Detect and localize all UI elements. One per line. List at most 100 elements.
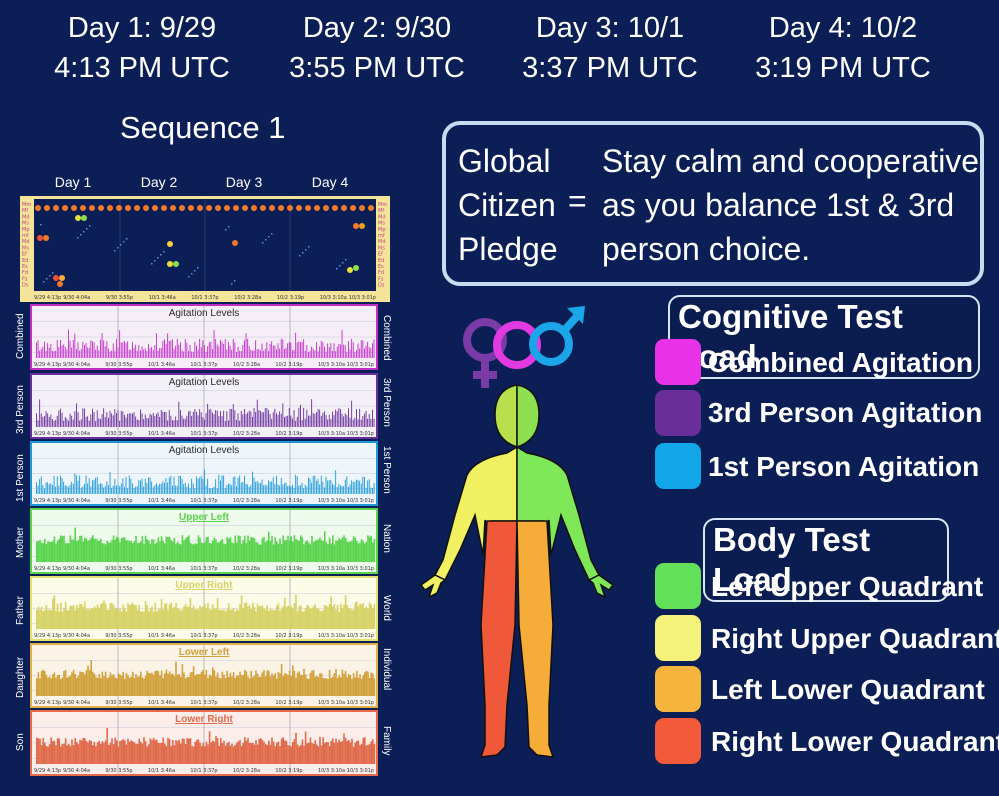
panel-bar bbox=[236, 542, 238, 562]
panel-bar bbox=[143, 543, 145, 562]
panel-bar bbox=[212, 487, 213, 494]
panel-bar bbox=[226, 411, 228, 427]
panel-bar bbox=[277, 672, 280, 696]
panel-bar bbox=[210, 409, 212, 427]
panel-bar bbox=[248, 742, 251, 764]
panel-bar bbox=[335, 738, 337, 764]
panel-bar bbox=[128, 475, 130, 494]
panel-bar bbox=[295, 420, 297, 427]
panel-bar bbox=[338, 408, 340, 427]
panel-bar bbox=[156, 670, 158, 696]
panel-bar bbox=[220, 339, 221, 358]
panel-bar bbox=[208, 731, 211, 764]
panel-bar bbox=[74, 610, 76, 629]
panel-tick-label: 9/30 3:55p bbox=[105, 633, 132, 639]
panel-right-label: Individual bbox=[381, 647, 392, 690]
panel-bar bbox=[88, 539, 91, 562]
top-chart-tick-label: 10/1 3:37p bbox=[191, 295, 218, 301]
panel-bar bbox=[312, 348, 314, 358]
panel-bar bbox=[138, 542, 140, 562]
panel-bar bbox=[143, 349, 145, 358]
panel-bar bbox=[48, 347, 50, 358]
panel-bar bbox=[69, 675, 72, 696]
panel-bar bbox=[228, 341, 229, 358]
panel-bar bbox=[82, 408, 84, 427]
panel-bar bbox=[172, 420, 173, 427]
panel-bar bbox=[295, 539, 297, 562]
panel-bar bbox=[239, 475, 241, 494]
panel-bar bbox=[133, 541, 136, 562]
panel-bar bbox=[348, 486, 349, 494]
panel-bar bbox=[178, 344, 180, 358]
panel-bar bbox=[202, 340, 204, 358]
panel-bar bbox=[349, 675, 352, 696]
panel-bar bbox=[101, 414, 103, 427]
panel-bar bbox=[226, 484, 228, 494]
panel-bar bbox=[325, 542, 328, 562]
panel-bar bbox=[263, 670, 265, 696]
panel-bar bbox=[322, 342, 324, 358]
panel-bar bbox=[197, 415, 199, 427]
panel-bar bbox=[287, 415, 289, 427]
panel-bar bbox=[55, 677, 57, 696]
panel-bar bbox=[317, 539, 320, 562]
panel-bar bbox=[111, 487, 113, 494]
panel-bar bbox=[196, 740, 198, 764]
panel-bar bbox=[170, 415, 172, 427]
third-person-agitation-label: 3rd Person Agitation bbox=[708, 397, 983, 428]
panel-bar bbox=[276, 541, 278, 562]
panel-bar bbox=[53, 421, 55, 427]
panel-bar bbox=[146, 539, 148, 562]
panel-tick-label: 9/29 4:13p bbox=[34, 768, 61, 774]
panel-bar bbox=[213, 537, 216, 562]
panel-bar bbox=[348, 542, 350, 562]
panel-bar bbox=[263, 412, 265, 427]
panel-bar bbox=[112, 415, 114, 427]
panel-bar bbox=[231, 542, 233, 562]
panel-bar bbox=[268, 351, 269, 358]
panel-bar bbox=[120, 740, 123, 764]
panel-bar bbox=[173, 675, 176, 696]
panel-bar bbox=[282, 737, 284, 764]
panel-bar bbox=[76, 475, 77, 494]
top-chart-dot bbox=[53, 205, 59, 211]
panel-bar bbox=[218, 542, 220, 562]
panel-tick-label: 10/1 3:46a bbox=[148, 498, 175, 504]
panel-bar bbox=[172, 607, 174, 629]
panel-bar bbox=[199, 606, 201, 629]
panel-bar bbox=[109, 542, 112, 562]
panel-bar bbox=[82, 541, 84, 562]
panel-bar bbox=[50, 483, 52, 494]
pledge-text-line: Stay calm and cooperative bbox=[602, 143, 980, 179]
panel-bar bbox=[40, 606, 43, 629]
panel-bar bbox=[229, 745, 232, 764]
panel-bar bbox=[260, 483, 261, 494]
panel-bar bbox=[322, 609, 324, 629]
panel-right-label: 3rd Person bbox=[381, 378, 392, 427]
panel-tick-label: 10/1 3:37p bbox=[190, 768, 217, 774]
panel-bar bbox=[132, 671, 134, 696]
panel-bar bbox=[40, 348, 42, 358]
panel-bar bbox=[357, 677, 360, 696]
panel-bar bbox=[188, 535, 190, 562]
panel-bar bbox=[306, 604, 308, 629]
panel-bar bbox=[252, 350, 253, 358]
panel-bar bbox=[143, 419, 145, 427]
panel-bar bbox=[199, 537, 201, 562]
panel-bar bbox=[212, 540, 214, 562]
pledge-text-line: person choice. bbox=[602, 231, 811, 267]
panel-bar bbox=[256, 349, 258, 358]
panel-bar bbox=[285, 673, 288, 696]
panel-bar bbox=[148, 744, 150, 764]
panel-bar bbox=[60, 535, 62, 562]
panel-bar bbox=[357, 605, 360, 629]
panel-bar bbox=[68, 610, 70, 629]
panel-bar bbox=[50, 610, 52, 629]
panel-bar bbox=[327, 742, 329, 764]
panel-bar bbox=[80, 419, 82, 427]
panel-bar bbox=[92, 408, 93, 427]
panel-bar bbox=[276, 475, 277, 494]
panel-bar bbox=[138, 479, 140, 494]
panel-bar bbox=[205, 537, 208, 562]
panel-bar bbox=[189, 488, 191, 494]
